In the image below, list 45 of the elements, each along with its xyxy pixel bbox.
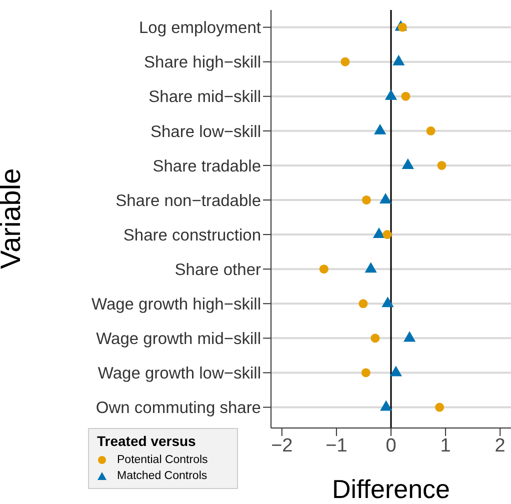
legend-label: Potential Controls (117, 453, 208, 468)
y-tick-label: Share tradable (152, 157, 261, 176)
legend-title: Treated versus (97, 433, 197, 449)
x-tick-label: −2 (271, 435, 293, 456)
point (392, 54, 405, 66)
y-tick-label: Log employment (139, 19, 262, 38)
y-tick-label: Share mid−skill (148, 88, 261, 106)
point (379, 192, 392, 204)
point (380, 400, 392, 411)
y-tick-label: Share construction (123, 226, 261, 244)
point (402, 158, 414, 169)
y-tick-label: Wage growth mid−skill (96, 330, 261, 348)
point (319, 264, 328, 274)
point (358, 299, 368, 308)
point (401, 92, 410, 101)
y-axis-title: Variable (0, 168, 26, 269)
point (435, 402, 444, 412)
y-tick-label: Wage growth low−skill (98, 364, 261, 383)
y-tick-label: Share high−skill (144, 54, 261, 72)
x-tick-label: 0 (386, 435, 396, 456)
point (370, 334, 380, 343)
y-tick-label: Share low−skill (150, 122, 261, 141)
x-tick-label: −1 (326, 435, 348, 456)
x-tick-label: 1 (440, 435, 451, 456)
y-tick-label: Share non−tradable (116, 192, 261, 210)
point (398, 22, 407, 32)
point (364, 262, 377, 273)
point (437, 160, 446, 170)
point (384, 89, 398, 100)
point (362, 195, 371, 205)
x-tick-label: 2 (494, 435, 506, 456)
point (382, 230, 392, 240)
point (372, 228, 386, 238)
point (361, 368, 370, 378)
point (382, 296, 394, 308)
y-tick-label: Share other (174, 260, 262, 279)
y-tick-label: Own commuting share (96, 399, 261, 418)
point (340, 57, 350, 66)
legend-label: Matched Controls (117, 469, 208, 484)
point (426, 126, 436, 136)
point (403, 331, 416, 342)
x-axis-title: Difference (332, 474, 450, 504)
y-tick-label: Wage growth high−skill (91, 295, 261, 314)
point (390, 366, 402, 376)
point (374, 124, 386, 134)
